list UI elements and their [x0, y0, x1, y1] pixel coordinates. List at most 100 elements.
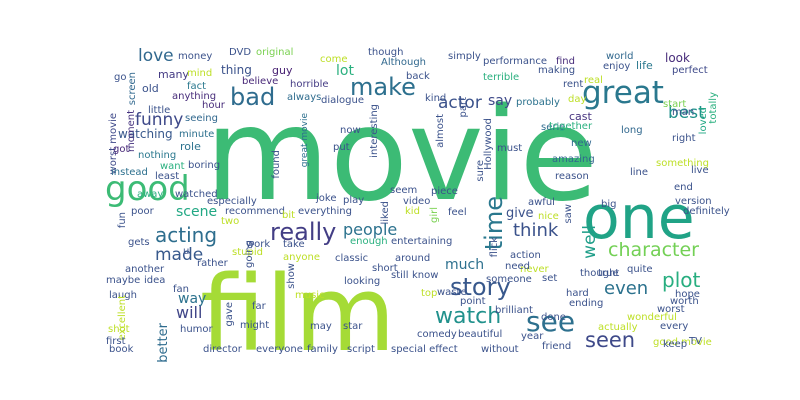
word-point: point [460, 296, 486, 307]
word-version: version [675, 196, 712, 207]
word-live: live [691, 165, 709, 176]
word-special-effect: special effect [391, 344, 458, 355]
word-long: long [621, 125, 643, 136]
word-simply: simply [448, 51, 481, 62]
word-really: really [270, 218, 337, 246]
word-script: script [347, 344, 375, 355]
word-people: people [343, 220, 398, 239]
word-gets: gets [128, 237, 150, 248]
word-will: will [176, 303, 203, 322]
word-story: story [450, 273, 511, 301]
word-director: director [203, 344, 242, 355]
word-lot: lot [336, 63, 354, 79]
word-first: first [106, 336, 126, 347]
word-much: much [445, 257, 485, 273]
word-cast: cast [569, 110, 592, 123]
word-hope: hope [675, 289, 700, 300]
word-around: around [395, 253, 431, 264]
word-still: still [391, 270, 409, 281]
word-stupid: stupid [232, 247, 263, 258]
word-character: character [608, 239, 699, 261]
word-plot: plot [662, 268, 701, 292]
word-everything: everything [298, 206, 352, 217]
word-say: say [488, 93, 513, 109]
word-mind: mind [187, 68, 213, 79]
word-find: find [556, 56, 575, 67]
word-piece: piece [431, 186, 458, 197]
word-actor: actor [438, 93, 482, 113]
word-interesting: interesting [369, 104, 380, 158]
word-see: see [526, 305, 576, 338]
word-movie: movie [205, 81, 599, 230]
word-music: music [295, 290, 325, 301]
word-play: play [343, 195, 365, 206]
word-role: role [180, 140, 201, 153]
word-terrible: terrible [483, 72, 520, 83]
word-hard: hard [566, 288, 589, 299]
word-entertaining: entertaining [391, 236, 453, 247]
word-give: give [506, 206, 534, 221]
word-nothing: nothing [138, 150, 177, 161]
word-day: day [568, 94, 587, 105]
word-think: think [513, 220, 559, 241]
word-money: money [178, 51, 213, 62]
word-perfect: perfect [672, 65, 708, 76]
word-now: now [340, 125, 361, 136]
word-year: year [521, 331, 544, 342]
word-least: least [155, 171, 180, 182]
word-best: best [668, 103, 705, 123]
word-away: away [137, 189, 164, 200]
word-show: show [286, 263, 297, 289]
word-girl: girl [429, 207, 440, 224]
word-reason: reason [555, 171, 589, 182]
word-believe: believe [242, 76, 279, 87]
word-boring: boring [188, 160, 221, 171]
word-minute: minute [179, 129, 215, 140]
word-totally: totally [708, 92, 719, 124]
word-classic: classic [335, 253, 369, 264]
word-man: man [672, 107, 695, 118]
word-making: making [538, 65, 576, 76]
word-take: take [283, 239, 305, 250]
word-rent: rent [563, 79, 584, 90]
word-brilliant: brilliant [495, 305, 533, 316]
word-sure: sure [475, 160, 486, 182]
word-video: video [403, 196, 431, 207]
word-together: together [549, 121, 593, 132]
word-way: way [178, 291, 207, 307]
word-book: book [109, 344, 134, 355]
word-screen: screen [127, 72, 138, 106]
word-worst: worst [657, 304, 685, 315]
word-thing: thing [221, 63, 252, 77]
word-well: well [580, 225, 600, 259]
word-fan: fan [173, 284, 189, 295]
word-u: u [183, 246, 190, 257]
word-right: right [672, 133, 696, 144]
word-waste: waste [437, 287, 467, 298]
word-funny: funny [135, 110, 184, 130]
word-world: world [606, 51, 634, 62]
word-far: far [252, 301, 266, 312]
word-little: little [148, 105, 171, 116]
word-although: Although [381, 57, 427, 68]
word-star: star [343, 321, 363, 332]
word-one: one [583, 183, 695, 253]
word-new: new [571, 138, 592, 149]
word-back: back [406, 71, 430, 82]
word-dvd: DVD [229, 47, 252, 58]
word-great: great [582, 75, 664, 111]
word-must: must [497, 143, 523, 154]
word-humor: humor [180, 324, 213, 335]
word-though: though [368, 47, 404, 58]
word-kid: kid [405, 206, 420, 217]
word-recommend: recommend [225, 206, 285, 217]
word-definitely: definitely [683, 206, 730, 217]
word-fact: fact [187, 81, 207, 92]
word-want: want [160, 161, 185, 172]
word-dialogue: dialogue [321, 95, 364, 106]
word-guy: guy [272, 64, 293, 77]
word-better: better [156, 323, 171, 363]
word-always: always [287, 92, 322, 103]
word-laugh: laugh [109, 290, 137, 301]
